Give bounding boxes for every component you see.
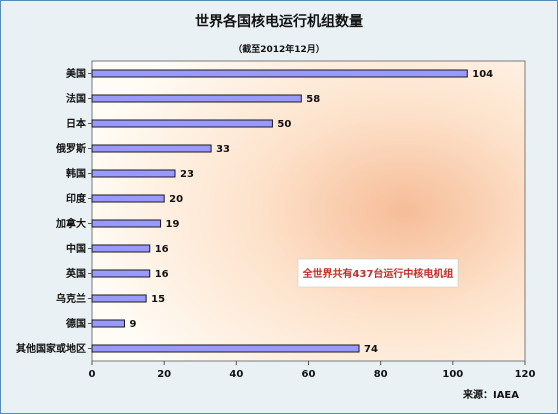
chart-title: 世界各国核电运行机组数量 bbox=[195, 13, 363, 30]
bar-4 bbox=[91, 169, 176, 178]
category-label: 法国 bbox=[66, 92, 86, 105]
category-label: 乌克兰 bbox=[56, 292, 86, 305]
category-label: 英国 bbox=[65, 267, 86, 280]
bar-11 bbox=[91, 344, 360, 353]
category-label: 加拿大 bbox=[55, 217, 86, 230]
bar-2 bbox=[91, 119, 273, 128]
x-tick-label: 20 bbox=[157, 369, 171, 380]
x-tick-label: 40 bbox=[229, 369, 243, 380]
category-label: 韩国 bbox=[66, 167, 86, 180]
data-label: 16 bbox=[155, 269, 169, 280]
total-annotation: 全世界共有437台运行中核电机组 bbox=[302, 267, 454, 280]
bar-6 bbox=[91, 219, 162, 228]
x-tick-label: 80 bbox=[374, 369, 388, 380]
bar-7 bbox=[91, 244, 151, 253]
data-label: 104 bbox=[472, 69, 493, 80]
category-label: 俄罗斯 bbox=[55, 142, 86, 155]
plot-area bbox=[91, 60, 526, 362]
x-tick-label: 0 bbox=[89, 369, 96, 380]
bar-8 bbox=[91, 269, 151, 278]
bar-9 bbox=[91, 294, 147, 303]
bar-1 bbox=[91, 94, 302, 103]
source-label: 来源：IAEA bbox=[462, 388, 519, 401]
bar-10 bbox=[91, 319, 125, 328]
category-label: 德国 bbox=[65, 317, 86, 330]
data-label: 50 bbox=[277, 119, 291, 130]
category-label: 其他国家或地区 bbox=[16, 342, 86, 355]
data-label: 9 bbox=[129, 319, 136, 330]
data-label: 20 bbox=[169, 194, 183, 205]
annotation-box: 全世界共有437台运行中核电机组 bbox=[297, 258, 459, 288]
bar-5 bbox=[91, 194, 165, 203]
data-label: 74 bbox=[364, 344, 378, 355]
data-label: 58 bbox=[306, 94, 320, 105]
bar-3 bbox=[91, 144, 212, 153]
data-label: 23 bbox=[180, 169, 194, 180]
x-tick-label: 120 bbox=[515, 369, 536, 380]
chart-subtitle: （截至2012年12月） bbox=[233, 43, 325, 55]
x-tick-label: 100 bbox=[442, 369, 463, 380]
data-label: 19 bbox=[166, 219, 180, 230]
data-label: 33 bbox=[216, 144, 230, 155]
bar-0 bbox=[91, 69, 468, 78]
category-label: 美国 bbox=[66, 67, 86, 80]
x-tick-label: 60 bbox=[302, 369, 316, 380]
data-label: 15 bbox=[151, 294, 165, 305]
category-label: 日本 bbox=[66, 117, 87, 130]
data-label: 16 bbox=[155, 244, 169, 255]
category-label: 中国 bbox=[66, 242, 86, 255]
category-label: 印度 bbox=[66, 192, 87, 205]
